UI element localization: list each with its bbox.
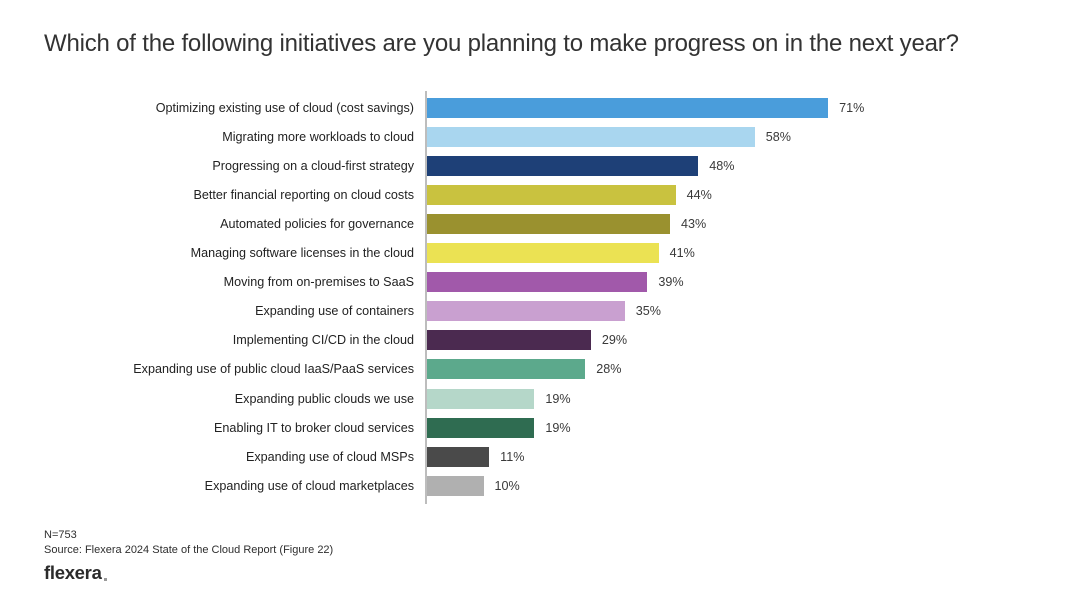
bar-label: Automated policies for governance [220, 216, 414, 231]
flexera-logo-dot-icon [103, 578, 107, 581]
bar [427, 330, 591, 351]
bar [427, 184, 676, 205]
bar [427, 126, 755, 147]
bar [427, 301, 625, 322]
bar [427, 213, 670, 234]
bar-label: Enabling IT to broker cloud services [214, 420, 414, 435]
bar-value: 41% [669, 246, 695, 261]
bar-label: Managing software licenses in the cloud [190, 246, 414, 261]
bar-label: Expanding use of cloud marketplaces [204, 478, 414, 493]
bar-value: 10% [494, 478, 520, 493]
bar [427, 359, 586, 380]
bar-label: Expanding use of cloud MSPs [245, 449, 414, 464]
chart-row: Expanding use of public cloud IaaS/PaaS … [0, 355, 1080, 384]
bar-value: 19% [545, 420, 571, 435]
chart-row: Moving from on-premises to SaaS 39% [0, 268, 1080, 297]
bar-value: 48% [709, 158, 735, 173]
bar [427, 272, 648, 293]
flexera-logo: flexera [44, 562, 333, 584]
chart-row: Expanding use of cloud marketplaces 10% [0, 471, 1080, 500]
chart-row: Automated policies for governance 43% [0, 209, 1080, 238]
bar-value: 29% [601, 333, 628, 348]
chart-row: Migrating more workloads to cloud 58% [0, 122, 1080, 151]
chart-row: Managing software licenses in the cloud 4… [0, 239, 1080, 268]
bar [427, 97, 829, 118]
bar-label: Migrating more workloads to cloud [222, 129, 414, 144]
bar-value: 28% [596, 362, 622, 377]
bar-chart: Optimizing existing use of cloud (cost s… [0, 91, 1080, 504]
bar-value: 19% [545, 391, 571, 406]
bar-label: Progressing on a cloud-first strategy [212, 158, 414, 173]
chart-row: Optimizing existing use of cloud (cost s… [0, 93, 1080, 122]
bar [427, 446, 490, 467]
chart-title: Which of the following initiatives are y… [44, 30, 959, 57]
bar-label: Implementing CI/CD in the cloud [232, 333, 414, 348]
sample-size-note: N=753 [44, 529, 77, 541]
bar-label: Better financial reporting on cloud cost… [193, 187, 414, 202]
bar-value: 58% [765, 129, 791, 144]
bar-label: Expanding public clouds we use [234, 391, 414, 406]
bar [427, 243, 659, 264]
source-note: Source: Flexera 2024 State of the Cloud … [44, 543, 334, 556]
bar-value: 11% [500, 449, 525, 464]
chart-row: Expanding use of cloud MSPs 11% [0, 442, 1080, 471]
bar [427, 155, 699, 176]
bar-label: Optimizing existing use of cloud (cost s… [155, 100, 414, 115]
bar [427, 475, 484, 496]
chart-footer: N=753 Source: Flexera 2024 State of the … [44, 528, 333, 584]
chart-row: Enabling IT to broker cloud services 19% [0, 413, 1080, 442]
chart-row: Expanding use of containers 35% [0, 297, 1080, 326]
bar-label: Expanding use of public cloud IaaS/PaaS … [133, 362, 414, 377]
bar-value: 71% [839, 100, 865, 115]
bar-label: Moving from on-premises to SaaS [223, 275, 414, 290]
bar-value: 39% [658, 275, 684, 290]
bar [427, 388, 535, 409]
chart-row: Expanding public clouds we use 19% [0, 384, 1080, 413]
chart-row: Implementing CI/CD in the cloud 29% [0, 326, 1080, 355]
chart-row: Better financial reporting on cloud cost… [0, 180, 1080, 209]
chart-row: Progressing on a cloud-first strategy 48% [0, 151, 1080, 180]
bar-label: Expanding use of containers [255, 304, 414, 319]
bar [427, 417, 535, 438]
y-axis-line [425, 91, 427, 504]
flexera-logo-text: flexera [44, 562, 102, 583]
bar-value: 44% [686, 187, 712, 202]
bar-value: 35% [635, 304, 661, 319]
bar-value: 43% [680, 216, 707, 231]
